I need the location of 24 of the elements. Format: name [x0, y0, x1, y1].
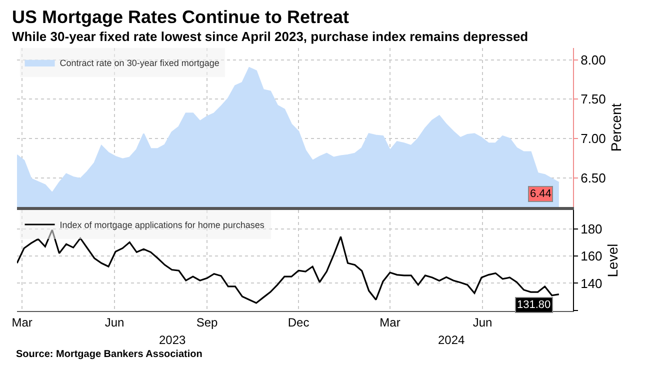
y-tick-label: 8.00 — [580, 52, 606, 68]
y-axis-title: Percent — [608, 103, 624, 152]
x-tick-label: Mar — [380, 315, 400, 330]
y-tick-label: 6.50 — [580, 170, 606, 186]
y-tick-label: 140 — [580, 276, 602, 291]
x-tick-label: Dec — [288, 315, 310, 330]
data-label: 6.44 — [530, 188, 552, 200]
y-axis-title: Level — [604, 244, 621, 278]
x-tick-label: Mar — [12, 315, 32, 330]
y-tick-label: 160 — [580, 248, 602, 264]
x-tick-label: Jun — [472, 315, 492, 330]
chart-subtitle: While 30-year fixed rate lowest since April 2023, purchase index remains depressed — [12, 29, 528, 44]
text: 2023 — [159, 333, 186, 347]
text: 2024 — [438, 333, 466, 347]
source-note: Source: Mortgage Bankers Association — [16, 349, 202, 360]
y-tick-label: 7.00 — [580, 131, 606, 146]
legend-label: Index of mortgage applications for home purchases — [60, 220, 265, 230]
legend-label: Contract rate on 30-year fixed mortgage — [60, 58, 220, 68]
x-tick-label: Sep — [196, 315, 218, 330]
x-tick-label: Jun — [104, 315, 124, 330]
y-tick-label: 7.50 — [580, 92, 606, 107]
data-label: 131.80 — [517, 299, 551, 311]
chart-title: US Mortgage Rates Continue to Retreat — [12, 7, 350, 27]
y-tick-label: 180 — [580, 222, 602, 237]
